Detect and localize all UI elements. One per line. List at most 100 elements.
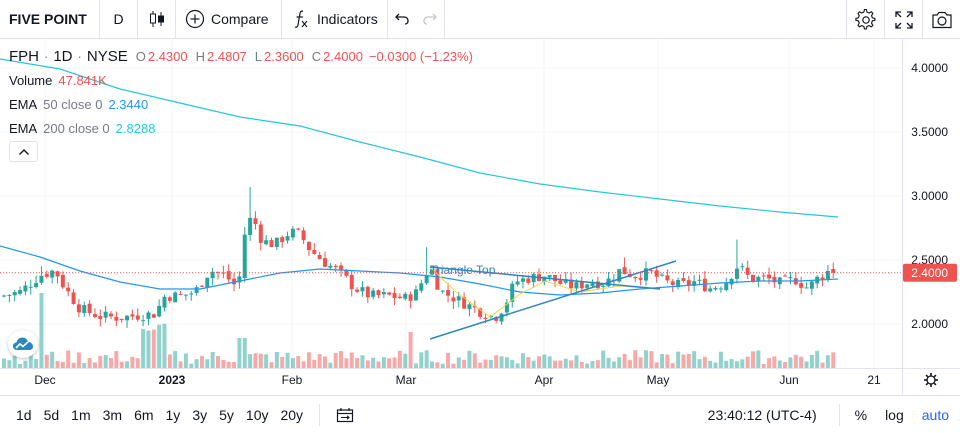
candle-body: [226, 271, 231, 280]
candle-body: [708, 288, 713, 292]
chart-type-button[interactable]: [138, 0, 176, 39]
pattern-inner-line: [429, 266, 661, 318]
volume-bar: [451, 363, 456, 368]
candle-body: [199, 285, 204, 287]
volume-bar: [756, 350, 761, 368]
volume-bar: [483, 359, 488, 368]
indicators-button[interactable]: Indicators: [282, 0, 388, 39]
range-1d-button[interactable]: 1d: [16, 406, 32, 423]
legend-high-label: H: [195, 49, 206, 64]
legend-ema50-row[interactable]: EMA 50 close 0 2.3440: [9, 93, 473, 117]
settings-button[interactable]: [846, 0, 884, 39]
candle-body: [242, 234, 247, 279]
range-6m-button[interactable]: 6m: [134, 406, 154, 423]
symbol-search-button[interactable]: FIVE POINT: [0, 0, 100, 39]
percent-scale-toggle[interactable]: %: [854, 407, 868, 423]
candle-body: [681, 278, 686, 281]
legend-interval: 1D: [53, 48, 73, 65]
screenshot-button[interactable]: [922, 0, 960, 39]
range-10y-button[interactable]: 10y: [245, 406, 269, 423]
range-5y-button[interactable]: 5y: [219, 406, 234, 423]
range-3y-button[interactable]: 3y: [192, 406, 208, 423]
last-price-tag: [903, 263, 957, 282]
candle-body: [23, 285, 28, 292]
volume-bar: [681, 354, 686, 368]
legend-close-value: 2.4000: [323, 49, 363, 64]
volume-bar: [253, 353, 258, 368]
candle-body: [499, 313, 504, 322]
tradingview-logo-button[interactable]: [8, 330, 38, 358]
candle-body: [216, 272, 220, 274]
candle-body: [713, 287, 718, 290]
volume-bar: [221, 359, 226, 368]
candle-body: [328, 265, 333, 268]
volume-bar: [23, 360, 28, 368]
volume-bar: [317, 354, 322, 368]
volume-bar: [435, 362, 440, 368]
range-1m-button[interactable]: 1m: [71, 406, 91, 423]
volume-bar: [82, 363, 87, 368]
volume-bar: [788, 357, 793, 368]
bottom-right-controls: 23:40:12 (UTC-4) % log auto: [708, 396, 960, 433]
range-3m-button[interactable]: 3m: [102, 406, 123, 423]
volume-bar: [751, 351, 755, 368]
timezone-clock[interactable]: 23:40:12 (UTC-4): [707, 407, 817, 423]
candle-body: [446, 290, 451, 296]
volume-bar: [526, 357, 531, 368]
volume-bar: [130, 356, 135, 368]
redo-icon[interactable]: [422, 12, 438, 26]
legend-volume-value: 47.841K: [58, 73, 107, 88]
chevron-up-icon: [18, 148, 30, 156]
divider: [319, 403, 321, 426]
candle-body: [419, 283, 424, 291]
chart-area[interactable]: Triangle Top 4.0000 3.5000 3.0000 2.5000 2.0…: [0, 39, 960, 394]
volume-bar: [424, 350, 429, 368]
chart-legend: FPH · 1D · NYSE O 2.4300 H 2.4807 L 2.3600 …: [9, 45, 473, 141]
volume-bar: [504, 357, 509, 368]
volume-bar: [119, 361, 124, 368]
volume-bar: [162, 323, 167, 368]
time-tick-label: Dec: [34, 373, 55, 387]
last-price-label: 2.4000: [911, 266, 948, 280]
volume-bar: [248, 354, 253, 368]
candle-body: [413, 289, 418, 301]
legend-ema50-params: 50 close 0: [43, 97, 103, 112]
interval-button[interactable]: D: [100, 0, 138, 39]
legend-collapse-button[interactable]: [9, 141, 38, 162]
volume-bar: [793, 354, 798, 368]
range-1y-button[interactable]: 1y: [165, 406, 181, 423]
candle-body: [189, 293, 194, 295]
volume-bar: [413, 363, 418, 368]
legend-series-row[interactable]: FPH · 1D · NYSE O 2.4300 H 2.4807 L 2.3600 …: [9, 45, 473, 69]
candle-body: [526, 278, 531, 283]
fullscreen-button[interactable]: [884, 0, 922, 39]
volume-bar: [87, 358, 92, 368]
candle-body: [194, 287, 199, 293]
volume-bar: [34, 359, 39, 368]
auto-scale-toggle[interactable]: auto: [921, 407, 949, 423]
volume-bar: [777, 360, 782, 368]
volume-bar: [644, 350, 648, 368]
range-20y-button[interactable]: 20y: [280, 406, 304, 423]
log-scale-toggle[interactable]: log: [885, 407, 904, 423]
legend-low-label: L: [254, 49, 263, 64]
volume-bar: [815, 350, 820, 368]
volume-bar: [376, 361, 381, 368]
axis-settings-gear-icon[interactable]: [924, 373, 938, 387]
volume-bar: [622, 353, 627, 368]
price-chart[interactable]: Triangle Top 4.0000 3.5000 3.0000 2.5000 2.0…: [0, 39, 960, 394]
volume-bar: [50, 351, 55, 368]
volume-bar: [419, 352, 424, 368]
legend-volume-row[interactable]: Volume 47.841K: [9, 69, 473, 93]
candle-body: [804, 287, 809, 289]
candle-body: [542, 276, 547, 282]
candle-body: [456, 296, 461, 301]
goto-date-button[interactable]: [330, 396, 360, 433]
range-5d-button[interactable]: 5d: [43, 406, 60, 423]
compare-button[interactable]: Compare: [176, 0, 282, 39]
undo-icon[interactable]: [394, 12, 410, 26]
candle-body: [686, 280, 691, 286]
legend-ema200-row[interactable]: EMA 200 close 0 2.8288: [9, 117, 473, 141]
candle-body: [510, 283, 515, 302]
volume-bar: [478, 362, 483, 368]
